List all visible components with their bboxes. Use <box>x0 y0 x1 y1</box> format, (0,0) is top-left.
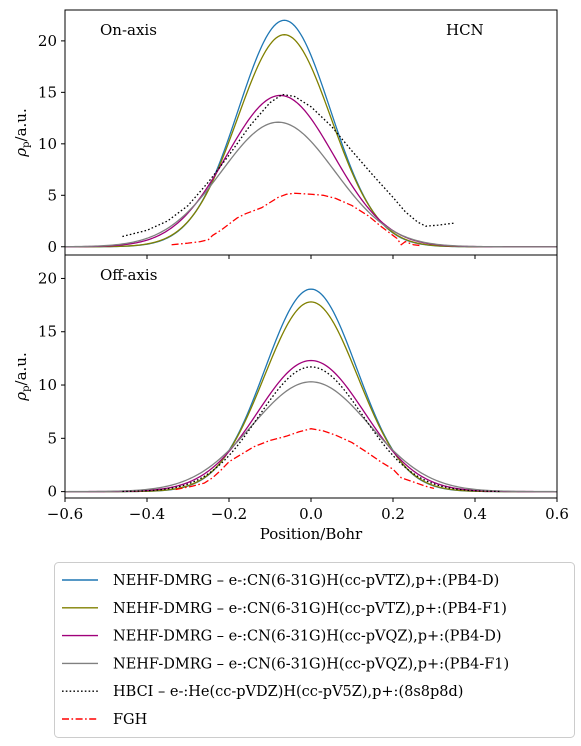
panel-off-axis: 0 5 10 15 20 −0.6 −0.4 −0.2 0.0 0.2 0.4 0.6 ρp/a.u. O… <box>12 254 569 543</box>
y-tick-label: 15 <box>38 83 57 101</box>
y-tick-label: 5 <box>47 429 57 447</box>
y-tick-label: 15 <box>38 323 57 341</box>
series-line-6 <box>171 192 422 247</box>
series-line-1 <box>65 19 557 248</box>
x-tick-label: 0.4 <box>463 505 487 523</box>
y-tick-label: 0 <box>47 238 57 256</box>
series-line-5 <box>122 366 500 493</box>
x-tick-label: 0.0 <box>299 505 323 523</box>
legend-label-2: NEHF-DMRG – e-:CN(6-31G)H(cc-pVTZ),p+:(P… <box>113 601 507 617</box>
series-line-6 <box>175 428 435 491</box>
y-axis-label: ρp/a.u. <box>12 108 32 157</box>
y-tick-label: 20 <box>38 269 57 287</box>
x-tick-label: −0.4 <box>129 505 165 523</box>
axes-frame <box>64 254 558 499</box>
molecule-annotation: HCN <box>446 21 484 39</box>
y-tick-label: 5 <box>47 186 57 204</box>
legend-label-1: NEHF-DMRG – e-:CN(6-31G)H(cc-pVTZ),p+:(P… <box>113 573 499 589</box>
y-tick-label: 20 <box>38 32 57 50</box>
y-tick-label: 10 <box>38 135 57 153</box>
x-tick-label: 0.2 <box>381 505 405 523</box>
series-line-2 <box>65 301 557 493</box>
panel-label: Off-axis <box>100 266 157 284</box>
legend-label-6: FGH <box>113 712 147 728</box>
x-axis-label: Position/Bohr <box>260 525 363 543</box>
series-line-3 <box>65 94 557 248</box>
series-line-1 <box>65 288 557 493</box>
y-axis-label: ρp/a.u. <box>12 352 32 401</box>
legend-label-3: NEHF-DMRG – e-:CN(6-31G)H(cc-pVQZ),p+:(P… <box>113 629 502 645</box>
legend-label-4: NEHF-DMRG – e-:CN(6-31G)H(cc-pVQZ),p+:(P… <box>113 656 509 672</box>
y-tick-label: 0 <box>47 483 57 501</box>
axes-frame <box>64 9 558 256</box>
legend-box <box>54 562 575 738</box>
series-line-5 <box>122 93 455 238</box>
panel-label: On-axis <box>100 21 157 39</box>
series-line-3 <box>65 359 557 493</box>
x-tick-label: −0.6 <box>47 505 83 523</box>
series-line-4 <box>65 121 557 248</box>
panel-on-axis: 0 5 10 15 20 ρp/a.u. On-axis HCN <box>12 9 558 259</box>
legend-label-5: HBCI – e-:He(cc-pVDZ)H(cc-pV5Z),p+:(8s8p… <box>113 684 463 700</box>
x-tick-label: 0.6 <box>545 505 569 523</box>
legend: NEHF-DMRG – e-:CN(6-31G)H(cc-pVTZ),p+:(P… <box>54 562 575 738</box>
y-tick-label: 10 <box>38 376 57 394</box>
series-line-4 <box>65 381 557 493</box>
x-tick-label: −0.2 <box>211 505 247 523</box>
